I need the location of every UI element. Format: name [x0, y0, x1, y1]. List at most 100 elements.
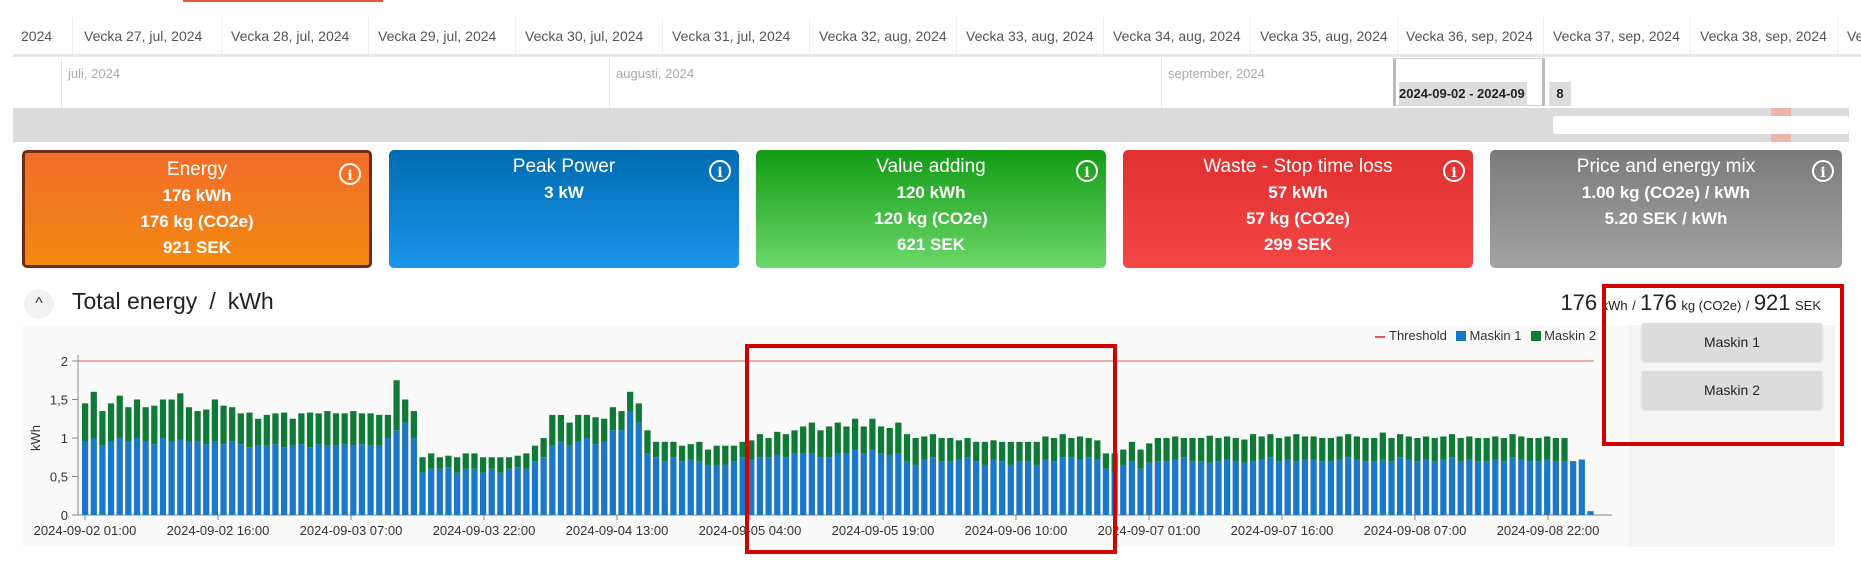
legend-maskin-2[interactable]: Maskin 2: [1531, 328, 1596, 343]
legend-maskin-1-swatch: [1456, 331, 1467, 341]
bar-maskin-1: [324, 445, 331, 515]
week-label[interactable]: Vecka 30, jul, 2024: [517, 18, 663, 54]
bar-maskin-2: [367, 413, 374, 446]
machine-filter-panel: [1630, 325, 1835, 547]
card-value: 176 kWh: [162, 186, 232, 205]
week-label[interactable]: Vecka 38, sep, 2024: [1692, 18, 1838, 54]
card-title: Waste - Stop time loss: [1203, 156, 1393, 177]
bar-maskin-1: [1552, 461, 1559, 515]
bar-maskin-1: [151, 444, 158, 515]
bar-maskin-1: [1466, 459, 1473, 515]
bar-maskin-1: [921, 459, 928, 515]
bar-maskin-2: [142, 407, 149, 442]
bar-maskin-1: [159, 438, 167, 515]
bar-maskin-1: [454, 472, 461, 515]
week-label[interactable]: Vecka 32, aug, 2024: [811, 18, 957, 54]
maskin-1-button[interactable]: Maskin 1: [1642, 323, 1822, 361]
bar-maskin-1: [860, 453, 867, 515]
bar-maskin-2: [1448, 434, 1456, 458]
week-label[interactable]: 2024: [13, 18, 73, 54]
info-icon[interactable]: i: [1076, 160, 1098, 182]
bar-maskin-1: [661, 461, 668, 515]
bar-maskin-2: [263, 414, 270, 446]
bar-maskin-2: [471, 453, 478, 469]
maskin-2-button[interactable]: Maskin 2: [1642, 371, 1822, 409]
bar-maskin-2: [696, 441, 703, 462]
bar-maskin-1: [1223, 459, 1231, 515]
legend-threshold[interactable]: Threshold: [1375, 328, 1447, 343]
value-adding-card[interactable]: Value adding 120 kWh 120 kg (CO2e) 621 S…: [756, 150, 1106, 268]
bar-maskin-2: [350, 411, 357, 446]
week-label[interactable]: Vecka 35, aug, 2024: [1252, 18, 1398, 54]
bar-maskin-2: [1094, 440, 1101, 460]
bar-maskin-1: [177, 439, 184, 515]
week-label[interactable]: Vecka 37, sep, 2024: [1545, 18, 1691, 54]
info-icon[interactable]: i: [1812, 160, 1834, 182]
price-energy-mix-card[interactable]: Price and energy mix 1.00 kg (CO2e) / kW…: [1490, 150, 1842, 268]
bar-maskin-2: [384, 414, 392, 438]
bar-maskin-1: [531, 461, 539, 515]
bar-maskin-2: [133, 399, 141, 438]
timeline-scrollbar[interactable]: [13, 108, 1849, 142]
totals-summary: 176 kWh / 176 kg (CO2e) / 921 SEK: [1560, 290, 1821, 316]
x-tick-label: 2024-09-08 22:00: [1497, 523, 1600, 538]
legend-maskin-1[interactable]: Maskin 1: [1456, 328, 1521, 343]
week-label[interactable]: Ve: [1839, 18, 1861, 54]
bar-maskin-1: [886, 454, 893, 515]
bar-maskin-2: [748, 440, 755, 460]
y-tick-label: 2: [61, 354, 68, 369]
scrollbar-thumb[interactable]: [1553, 116, 1849, 134]
bar-maskin-2: [1431, 438, 1438, 462]
info-icon[interactable]: i: [1443, 160, 1465, 182]
bar-maskin-1: [246, 447, 253, 515]
bar-maskin-1: [479, 472, 487, 515]
bar-maskin-1: [877, 453, 885, 515]
card-value: 120 kg (CO2e): [874, 209, 988, 228]
week-label[interactable]: Vecka 36, sep, 2024: [1398, 18, 1544, 54]
week-label[interactable]: Vecka 29, jul, 2024: [370, 18, 516, 54]
bar-maskin-2: [436, 457, 443, 469]
bar-maskin-2: [1422, 436, 1430, 460]
week-label[interactable]: Vecka 34, aug, 2024: [1105, 18, 1251, 54]
x-tick-label: 2024-09-05 19:00: [832, 523, 935, 538]
week-label[interactable]: Vecka 28, jul, 2024: [223, 18, 369, 54]
bar-maskin-2: [1198, 438, 1205, 462]
bar-maskin-2: [90, 391, 97, 438]
timeline-navigator[interactable]: 2024 Vecka 27, jul, 2024 Vecka 28, jul, 20…: [13, 0, 1861, 145]
bar-maskin-1: [1154, 461, 1162, 515]
energy-card[interactable]: Energy 176 kWh 176 kg (CO2e) 921 SEK i: [22, 150, 372, 268]
bar-maskin-2: [938, 438, 945, 462]
bar-maskin-1: [895, 453, 902, 515]
bar-maskin-1: [557, 441, 565, 515]
x-tick-label: 2024-09-02 16:00: [167, 523, 270, 538]
week-label[interactable]: Vecka 31, jul, 2024: [664, 18, 810, 54]
section-title-separator: /: [209, 288, 216, 314]
bar-maskin-1: [549, 445, 556, 515]
peak-power-card[interactable]: Peak Power 3 kW i: [389, 150, 739, 268]
bar-maskin-1: [1345, 457, 1352, 515]
info-icon[interactable]: i: [339, 163, 361, 185]
section-title-unit: kWh: [227, 288, 274, 314]
bar-maskin-2: [1474, 438, 1482, 462]
bar-maskin-1: [1241, 462, 1248, 515]
collapse-button[interactable]: ^: [24, 289, 54, 319]
bar-maskin-2: [851, 418, 859, 450]
bar-maskin-1: [1128, 461, 1136, 515]
bar-maskin-2: [1518, 436, 1525, 460]
bar-maskin-1: [142, 441, 149, 515]
x-tick-label: 2024-09-05 04:00: [699, 523, 802, 538]
week-label[interactable]: Vecka 27, jul, 2024: [76, 18, 222, 54]
bar-maskin-2: [1327, 438, 1335, 462]
bar-maskin-1: [402, 422, 409, 515]
info-icon[interactable]: i: [709, 160, 731, 182]
bar-maskin-1: [384, 438, 392, 515]
bar-maskin-2: [229, 407, 236, 442]
bar-maskin-1: [428, 468, 435, 515]
waste-stop-time-card[interactable]: Waste - Stop time loss 57 kWh 57 kg (CO2…: [1123, 150, 1473, 268]
highlight-box-chart-region: [745, 344, 1117, 554]
bar-maskin-1: [90, 438, 97, 515]
bar-maskin-2: [1345, 434, 1352, 458]
week-label[interactable]: Vecka 33, aug, 2024: [958, 18, 1104, 54]
bar-maskin-2: [358, 413, 366, 445]
bar-maskin-1: [696, 461, 703, 515]
